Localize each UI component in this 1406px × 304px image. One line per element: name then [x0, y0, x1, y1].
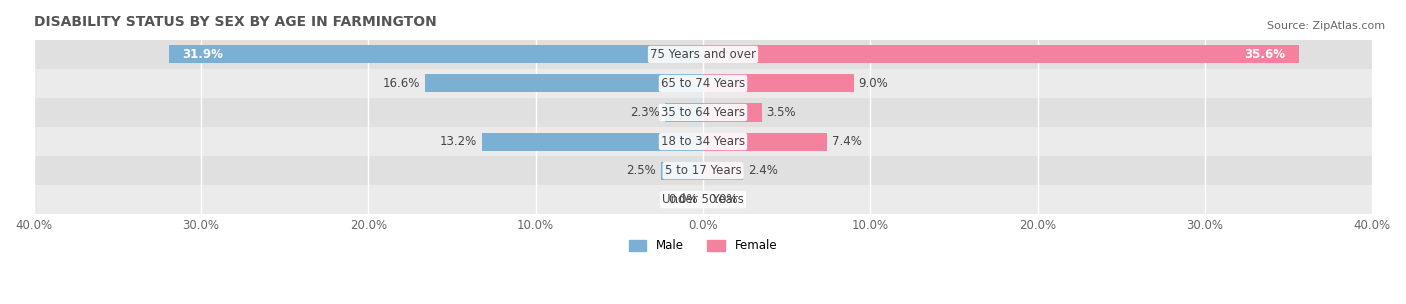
Bar: [34, 98, 1372, 127]
Legend: Male, Female: Male, Female: [624, 235, 782, 257]
Text: 2.4%: 2.4%: [748, 164, 778, 177]
Bar: [703, 103, 762, 122]
Text: 0.0%: 0.0%: [668, 193, 697, 206]
Text: 31.9%: 31.9%: [183, 48, 224, 61]
Bar: [34, 127, 1372, 156]
Text: 0.0%: 0.0%: [709, 193, 738, 206]
Text: 2.3%: 2.3%: [630, 106, 659, 119]
Text: Source: ZipAtlas.com: Source: ZipAtlas.com: [1267, 21, 1385, 31]
Text: 18 to 34 Years: 18 to 34 Years: [661, 135, 745, 148]
Text: DISABILITY STATUS BY SEX BY AGE IN FARMINGTON: DISABILITY STATUS BY SEX BY AGE IN FARMI…: [34, 15, 436, 29]
Bar: [425, 74, 703, 92]
Bar: [34, 69, 1372, 98]
Text: 7.4%: 7.4%: [832, 135, 862, 148]
Bar: [661, 162, 703, 180]
Bar: [169, 45, 703, 64]
Text: 16.6%: 16.6%: [382, 77, 420, 90]
Bar: [34, 40, 1372, 69]
Bar: [703, 133, 827, 150]
Text: 2.5%: 2.5%: [627, 164, 657, 177]
Bar: [703, 74, 853, 92]
Text: 9.0%: 9.0%: [859, 77, 889, 90]
Bar: [703, 162, 744, 180]
Bar: [34, 156, 1372, 185]
Text: 35 to 64 Years: 35 to 64 Years: [661, 106, 745, 119]
Bar: [703, 45, 1299, 64]
Text: 5 to 17 Years: 5 to 17 Years: [665, 164, 741, 177]
Text: 65 to 74 Years: 65 to 74 Years: [661, 77, 745, 90]
Bar: [482, 133, 703, 150]
Text: 75 Years and over: 75 Years and over: [650, 48, 756, 61]
Text: 13.2%: 13.2%: [440, 135, 477, 148]
Text: Under 5 Years: Under 5 Years: [662, 193, 744, 206]
Bar: [34, 185, 1372, 214]
Text: 3.5%: 3.5%: [766, 106, 796, 119]
Bar: [665, 103, 703, 122]
Text: 35.6%: 35.6%: [1244, 48, 1285, 61]
